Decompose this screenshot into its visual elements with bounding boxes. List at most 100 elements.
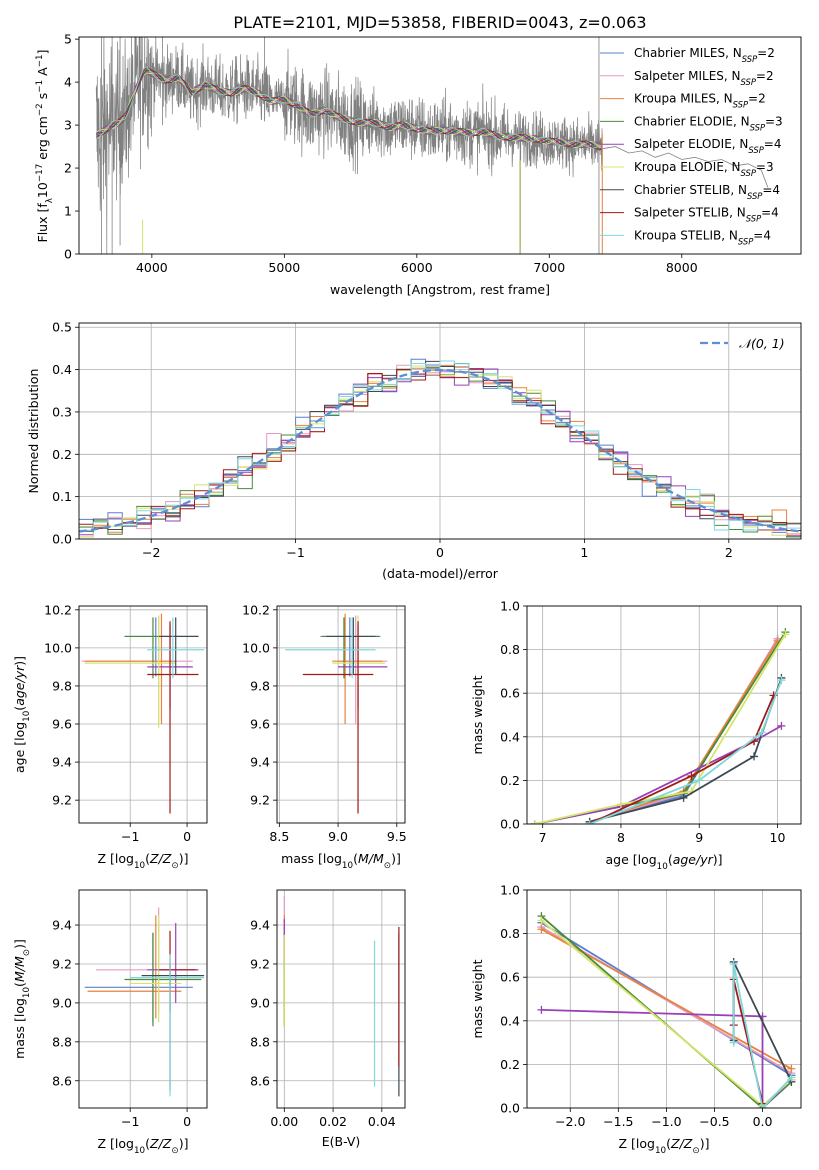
weight-marker — [530, 820, 539, 824]
y-tick-label: 0.1 — [52, 489, 72, 504]
legend-entry: Chabrier ELODIE, NSSP=3 — [634, 114, 783, 132]
plot-area-mass-vs-ebv — [283, 895, 400, 1097]
x-axis-label: E(B-V) — [322, 1134, 361, 1149]
y-tick-label: 10.2 — [44, 602, 72, 617]
weight-marker — [787, 1073, 796, 1082]
axes-residuals: −2 −1 0 1 2 0.0 0.1 0.2 0.3 0.4 0.5 𝒩(0, 1) (data-mo… — [26, 320, 802, 581]
x-tick-label: −1.5 — [603, 1114, 633, 1129]
y-tick-label: 9.8 — [250, 678, 270, 693]
plot-area-spectrum — [95, 37, 769, 254]
axes-mass-vs-Z: −1 0 8.6 8.8 9.0 9.2 9.4 Z [log10(Z/Z⊙)] mass [l… — [12, 889, 208, 1156]
y-tick-label: 10.0 — [44, 640, 72, 655]
y-tick-label: 0 — [64, 247, 72, 262]
x-axis-label: (data-model)/error — [382, 566, 499, 581]
x-axis-label: age [log10(age/yr)] — [605, 852, 722, 872]
x-axis-label: Z [log10(Z/Z⊙)] — [98, 851, 189, 871]
y-tick-label: 0.5 — [52, 320, 72, 335]
x-tick-label: 0 — [436, 545, 444, 560]
x-tick-label: 8000 — [666, 260, 698, 275]
x-tick-label: 0.00 — [270, 1114, 298, 1129]
histogram-step — [79, 367, 801, 531]
y-tick-label: 0.6 — [500, 686, 520, 701]
y-tick-label: 1 — [64, 204, 72, 219]
axes-frame — [276, 889, 406, 1109]
x-tick-label: 9.5 — [387, 829, 407, 844]
weight-line — [589, 679, 783, 824]
legend-entry: Kroupa MILES, NSSP=2 — [634, 92, 766, 110]
y-axis-label: mass weight — [470, 959, 485, 1038]
x-tick-label: 0 — [183, 829, 191, 844]
x-tick-label: 1 — [580, 545, 588, 560]
x-tick-label: 0.0 — [753, 1114, 773, 1129]
y-tick-label: 9.0 — [52, 995, 72, 1010]
y-tick-label: 9.4 — [250, 755, 270, 770]
y-tick-label: 10.0 — [242, 640, 270, 655]
y-tick-label: 9.2 — [52, 793, 72, 808]
legend-entry: Salpeter ELODIE, NSSP=4 — [634, 137, 782, 155]
y-tick-label: 8.6 — [52, 1073, 72, 1088]
y-tick-label: 1.0 — [500, 883, 520, 898]
axes-age-vs-Z: −1 0 9.2 9.4 9.6 9.8 10.0 10.2 Z [log10(Z/Z⊙)] ag… — [12, 602, 208, 871]
y-tick-label: 0.3 — [52, 404, 72, 419]
weight-line — [589, 677, 783, 823]
axes-frame — [78, 322, 802, 540]
plot-area-residuals — [79, 358, 801, 538]
plot-area-age-vs-Z — [81, 613, 205, 814]
x-tick-label: 0.02 — [319, 1114, 347, 1129]
x-axis-label: wavelength [Angstrom, rest frame] — [330, 282, 550, 297]
x-tick-label: 0.04 — [368, 1114, 396, 1129]
y-tick-label: 0.0 — [52, 532, 72, 547]
y-tick-label: 10.2 — [242, 602, 270, 617]
spectrum-model-line — [95, 66, 603, 149]
weight-marker — [777, 676, 786, 685]
x-tick-label: 6000 — [401, 260, 433, 275]
x-tick-label: 0 — [183, 1114, 191, 1129]
y-tick-label: 0.2 — [500, 1057, 520, 1072]
x-tick-label: 7000 — [533, 260, 565, 275]
plot-area-age-vs-mass — [285, 613, 388, 814]
y-tick-label: 4 — [64, 75, 72, 90]
x-tick-label: −1 — [121, 829, 139, 844]
y-tick-label: 9.2 — [52, 956, 72, 971]
y-tick-label: 9.6 — [52, 717, 72, 732]
weight-line — [589, 695, 775, 824]
plot-area-mass-vs-Z — [84, 907, 205, 1097]
y-axis-label: mass [log10(M/M⊙)] — [12, 939, 32, 1059]
spectrum-model-line — [96, 66, 603, 150]
x-axis-label: Z [log10(Z/Z⊙)] — [98, 1136, 189, 1156]
weight-marker — [729, 1038, 738, 1047]
weight-line — [540, 915, 793, 1108]
y-tick-label: 9.8 — [52, 678, 72, 693]
weight-marker — [757, 728, 766, 737]
axes-age-vs-mass: 8.5 9.0 9.5 9.2 9.4 9.6 9.8 10.0 10.2 mass [log10… — [242, 602, 407, 871]
x-tick-label: −1 — [121, 1114, 139, 1129]
y-tick-label: 3 — [64, 118, 72, 133]
weight-marker — [729, 960, 738, 969]
x-axis-label: Z [log10(Z/Z⊙)] — [619, 1136, 710, 1156]
y-tick-label: 0.0 — [500, 1101, 520, 1116]
legend-entry: Salpeter MILES, NSSP=2 — [634, 69, 774, 87]
weight-marker — [781, 630, 790, 639]
legend-entry: Salpeter STELIB, NSSP=4 — [634, 206, 779, 224]
axes-frame — [276, 605, 406, 824]
y-tick-label: 0.0 — [500, 817, 520, 832]
y-tick-label: 1.0 — [500, 599, 520, 614]
y-tick-label: 9.4 — [250, 918, 270, 933]
y-axis-label: mass weight — [470, 675, 485, 754]
weight-marker — [695, 776, 704, 785]
x-tick-label: 7 — [539, 830, 547, 845]
y-tick-label: 0.8 — [500, 642, 520, 657]
x-tick-label: 9 — [695, 830, 703, 845]
x-tick-label: 2 — [725, 545, 733, 560]
x-tick-label: 10 — [770, 830, 786, 845]
axes-frame — [526, 889, 802, 1109]
weight-marker — [777, 721, 786, 730]
weight-marker — [687, 772, 696, 781]
y-tick-label: 5 — [64, 32, 72, 47]
spectrum-model-line — [95, 72, 603, 149]
y-axis-label: Flux [fλ10−17 erg cm−2 s−1 A−1] — [35, 50, 55, 243]
y-tick-label: 9.4 — [52, 918, 72, 933]
legend-gaussian: 𝒩(0, 1) — [739, 336, 785, 351]
figure-title: PLATE=2101, MJD=53858, FIBERID=0043, z=0… — [233, 13, 646, 32]
weight-marker — [585, 820, 594, 824]
